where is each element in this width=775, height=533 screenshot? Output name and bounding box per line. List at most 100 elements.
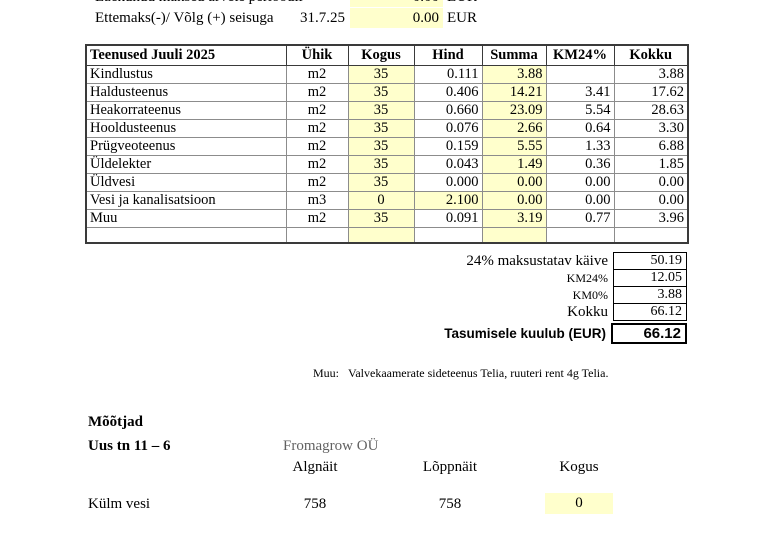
prepayment-currency: EUR: [447, 10, 477, 26]
cell-vat: 0.64: [545, 119, 615, 138]
cell-price: 0.159: [413, 137, 483, 156]
cell-service-name: Üldvesi: [85, 173, 287, 192]
cell-vat: 0.00: [545, 191, 615, 210]
cell-quantity: 35: [347, 209, 415, 228]
meter-start-value: 758: [303, 496, 327, 512]
clipped-line-currency: EUR: [447, 0, 477, 7]
meter-row-name: Külm vesi: [88, 496, 151, 512]
summary-value: 12.05: [613, 269, 687, 287]
cell-quantity: [347, 227, 415, 244]
summary-block: 24% maksustatav käive 50.19 KM24% 12.05 …: [85, 252, 687, 344]
summary-label: Kokku: [567, 303, 608, 320]
grand-total-row: Tasumisele kuulub (EUR) 66.12: [85, 323, 687, 344]
header-price: Hind: [413, 44, 483, 66]
cell-unit: m2: [285, 119, 349, 138]
summary-row: 24% maksustatav käive 50.19: [85, 252, 687, 270]
header-services: Teenused Juuli 2025: [85, 44, 287, 66]
cell-unit: m2: [285, 83, 349, 102]
summary-row: KM24% 12.05: [85, 269, 687, 287]
clipped-line-label: Laekunud maksed arvete perioodil: [95, 0, 303, 7]
cell-price: 0.660: [413, 101, 483, 120]
services-table: Teenused Juuli 2025 Ühik Kogus Hind Summ…: [85, 44, 689, 244]
cell-service-name: Kindlustus: [85, 65, 287, 84]
summary-value: 66.12: [613, 303, 687, 321]
cell-price: 0.091: [413, 209, 483, 228]
cell-sum: 1.49: [481, 155, 547, 174]
cell-quantity: 35: [347, 83, 415, 102]
cell-sum: [481, 227, 547, 244]
summary-label: KM0%: [572, 287, 608, 302]
cell-unit: m2: [285, 173, 349, 192]
meters-header-quantity: Kogus: [559, 459, 599, 475]
cell-vat: 0.00: [545, 173, 615, 192]
cell-sum: 3.19: [481, 209, 547, 228]
summary-label: KM24%: [566, 270, 608, 285]
cell-unit: m2: [285, 209, 349, 228]
cell-service-name: Muu: [85, 209, 287, 228]
cell-quantity: 35: [347, 155, 415, 174]
header-unit: Ühik: [285, 44, 349, 66]
cell-unit: m2: [285, 137, 349, 156]
table-row: Prügveoteenus m2 35 0.159 5.55 1.33 6.88: [85, 137, 689, 156]
cell-service-name: Heakorrateenus: [85, 101, 287, 120]
meters-address: Uus tn 11 – 6: [88, 438, 171, 454]
table-row: Vesi ja kanalisatsioon m3 0 2.100 0.00 0…: [85, 191, 689, 210]
note-text: Valvekaamerate sideteenus Telia, ruuteri…: [348, 366, 609, 380]
cell-unit: m2: [285, 155, 349, 174]
table-row: Üldelekter m2 35 0.043 1.49 0.36 1.85: [85, 155, 689, 174]
cell-service-name: Hooldusteenus: [85, 119, 287, 138]
clipped-top-line: Laekunud maksed arvete perioodil 0.00 EU…: [0, 0, 775, 8]
table-row: Heakorrateenus m2 35 0.660 23.09 5.54 28…: [85, 101, 689, 120]
cell-vat: 5.54: [545, 101, 615, 120]
meter-end-value: 758: [438, 496, 462, 512]
meters-title: Mõõtjad: [88, 414, 143, 430]
cell-vat: [545, 227, 615, 244]
summary-row: KM0% 3.88: [85, 286, 687, 304]
cell-unit: m2: [285, 65, 349, 84]
cell-total: 0.00: [613, 191, 689, 210]
summary-value: 3.88: [613, 286, 687, 304]
cell-sum: 5.55: [481, 137, 547, 156]
cell-total: [613, 227, 689, 244]
summary-label: 24% maksustatav käive: [466, 252, 608, 269]
cell-price: 0.111: [413, 65, 483, 84]
table-row: Hooldusteenus m2 35 0.076 2.66 0.64 3.30: [85, 119, 689, 138]
cell-quantity: 35: [347, 65, 415, 84]
prepayment-label: Ettemaks(-)/ Võlg (+) seisuga: [95, 10, 274, 26]
meters-header-end: Lõppnäit: [422, 459, 478, 475]
note-label: Muu:: [313, 366, 340, 380]
clipped-line-value-cell: 0.00: [350, 0, 443, 7]
cell-vat: 3.41: [545, 83, 615, 102]
note-line: Muu: Valvekaamerate sideteenus Telia, ruu…: [313, 366, 608, 381]
table-row-empty: [85, 227, 689, 244]
header-total: Kokku: [613, 44, 689, 66]
cell-service-name: Haldusteenus: [85, 83, 287, 102]
cell-total: 1.85: [613, 155, 689, 174]
table-row: Haldusteenus m2 35 0.406 14.21 3.41 17.6…: [85, 83, 689, 102]
cell-price: [413, 227, 483, 244]
table-row: Üldvesi m2 35 0.000 0.00 0.00 0.00: [85, 173, 689, 192]
table-row: Kindlustus m2 35 0.111 3.88 3.88: [85, 65, 689, 84]
services-table-header-row: Teenused Juuli 2025 Ühik Kogus Hind Summ…: [85, 44, 689, 66]
cell-total: 28.63: [613, 101, 689, 120]
header-quantity: Kogus: [347, 44, 415, 66]
table-row: Muu m2 35 0.091 3.19 0.77 3.96: [85, 209, 689, 228]
meters-header-start: Algnäit: [292, 459, 338, 475]
cell-service-name: Vesi ja kanalisatsioon: [85, 191, 287, 210]
cell-vat: 0.36: [545, 155, 615, 174]
grand-total-label: Tasumisele kuulub (EUR): [444, 326, 606, 341]
cell-price: 0.000: [413, 173, 483, 192]
cell-sum: 2.66: [481, 119, 547, 138]
cell-sum: 23.09: [481, 101, 547, 120]
grand-total-value: 66.12: [611, 323, 687, 344]
prepayment-value: 0.00: [412, 10, 439, 26]
cell-total: 6.88: [613, 137, 689, 156]
cell-quantity: 0: [347, 191, 415, 210]
prepayment-date: 31.7.25: [300, 10, 345, 26]
cell-sum: 3.88: [481, 65, 547, 84]
header-sum: Summa: [481, 44, 547, 66]
cell-service-name: Üldelekter: [85, 155, 287, 174]
cell-sum: 0.00: [481, 173, 547, 192]
cell-total: 0.00: [613, 173, 689, 192]
cell-sum: 0.00: [481, 191, 547, 210]
